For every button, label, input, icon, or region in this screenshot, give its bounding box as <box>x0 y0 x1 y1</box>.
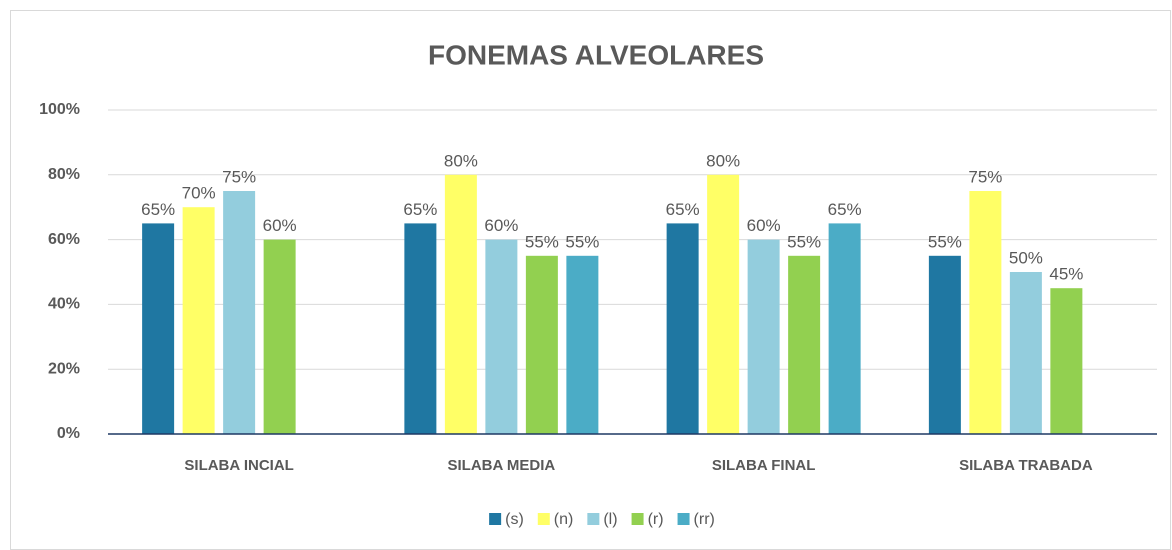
legend-label: (r) <box>648 511 664 528</box>
bar <box>666 223 699 434</box>
data-label: 60% <box>484 216 518 235</box>
data-label: 55% <box>565 232 599 251</box>
legend-swatch <box>489 513 502 525</box>
bar <box>444 174 477 435</box>
data-label: 45% <box>1049 265 1083 284</box>
y-tick-label: 60% <box>48 231 80 248</box>
data-label: 50% <box>1009 248 1043 267</box>
legend-label: (s) <box>505 511 524 528</box>
bar <box>263 239 296 434</box>
legend-label: (n) <box>554 511 574 528</box>
legend-label: (l) <box>603 511 617 528</box>
bar <box>223 191 256 434</box>
legend-swatch <box>587 513 600 525</box>
data-label: 60% <box>263 216 297 235</box>
bar <box>182 207 215 434</box>
data-label: 65% <box>828 200 862 219</box>
bar <box>969 191 1002 434</box>
data-label: 80% <box>706 151 740 170</box>
y-tick-label: 20% <box>48 360 80 377</box>
y-tick-label: 80% <box>48 166 80 183</box>
bar <box>525 255 558 434</box>
data-label: 65% <box>666 200 700 219</box>
bar <box>566 255 599 434</box>
data-label: 65% <box>141 200 175 219</box>
data-label: 55% <box>525 232 559 251</box>
data-label: 60% <box>747 216 781 235</box>
bar <box>404 223 437 434</box>
legend-label: (rr) <box>694 511 715 528</box>
legend-swatch <box>677 513 690 525</box>
bar <box>707 174 740 435</box>
bar <box>1009 272 1042 434</box>
x-tick-label: SILABA TRABADA <box>959 457 1093 474</box>
bar <box>1050 288 1083 434</box>
bar <box>928 255 961 434</box>
data-label: 75% <box>222 167 256 186</box>
chart-title: FONEMAS ALVEOLARES <box>428 39 764 70</box>
bar <box>788 255 821 434</box>
bar <box>142 223 175 434</box>
data-label: 70% <box>182 184 216 203</box>
data-label: 55% <box>787 232 821 251</box>
data-label: 55% <box>928 232 962 251</box>
x-tick-label: SILABA MEDIA <box>447 457 555 474</box>
y-tick-label: 100% <box>39 101 80 118</box>
bar <box>747 239 780 434</box>
legend-swatch <box>537 513 550 525</box>
x-tick-label: SILABA INCIAL <box>184 457 293 474</box>
y-tick-label: 40% <box>48 296 80 313</box>
y-tick-label: 0% <box>57 425 80 442</box>
data-label: 65% <box>403 200 437 219</box>
bar <box>485 239 518 434</box>
data-label: 80% <box>444 151 478 170</box>
data-label: 75% <box>968 167 1002 186</box>
x-tick-label: SILABA FINAL <box>712 457 816 474</box>
legend-swatch <box>631 513 644 525</box>
bar <box>828 223 861 434</box>
